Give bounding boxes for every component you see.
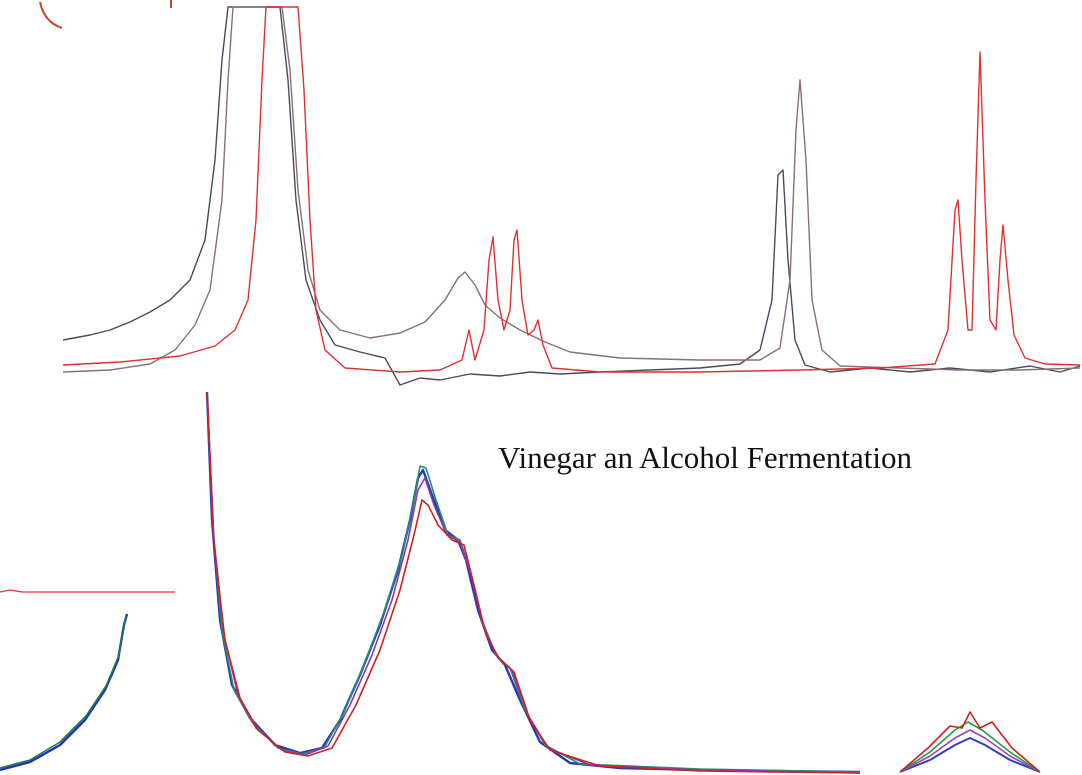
caption: Vinegar an Alcohol Fermentation xyxy=(498,440,912,475)
spectrum-main-red xyxy=(206,391,861,774)
small-peak-red xyxy=(899,711,1041,773)
small-peak-green xyxy=(899,721,1041,773)
baseline-red xyxy=(0,589,175,593)
spectrum-brown xyxy=(62,6,1081,373)
small-peak-blue xyxy=(899,737,1041,773)
spectrum-green xyxy=(0,615,127,769)
small-peak-purple xyxy=(899,729,1041,773)
spectrum-dark xyxy=(62,6,1081,386)
spectrum-blue xyxy=(0,613,129,772)
spectrum-red xyxy=(62,6,1081,373)
corner-fragment xyxy=(39,1,63,29)
spectrum-main-green xyxy=(206,391,861,773)
